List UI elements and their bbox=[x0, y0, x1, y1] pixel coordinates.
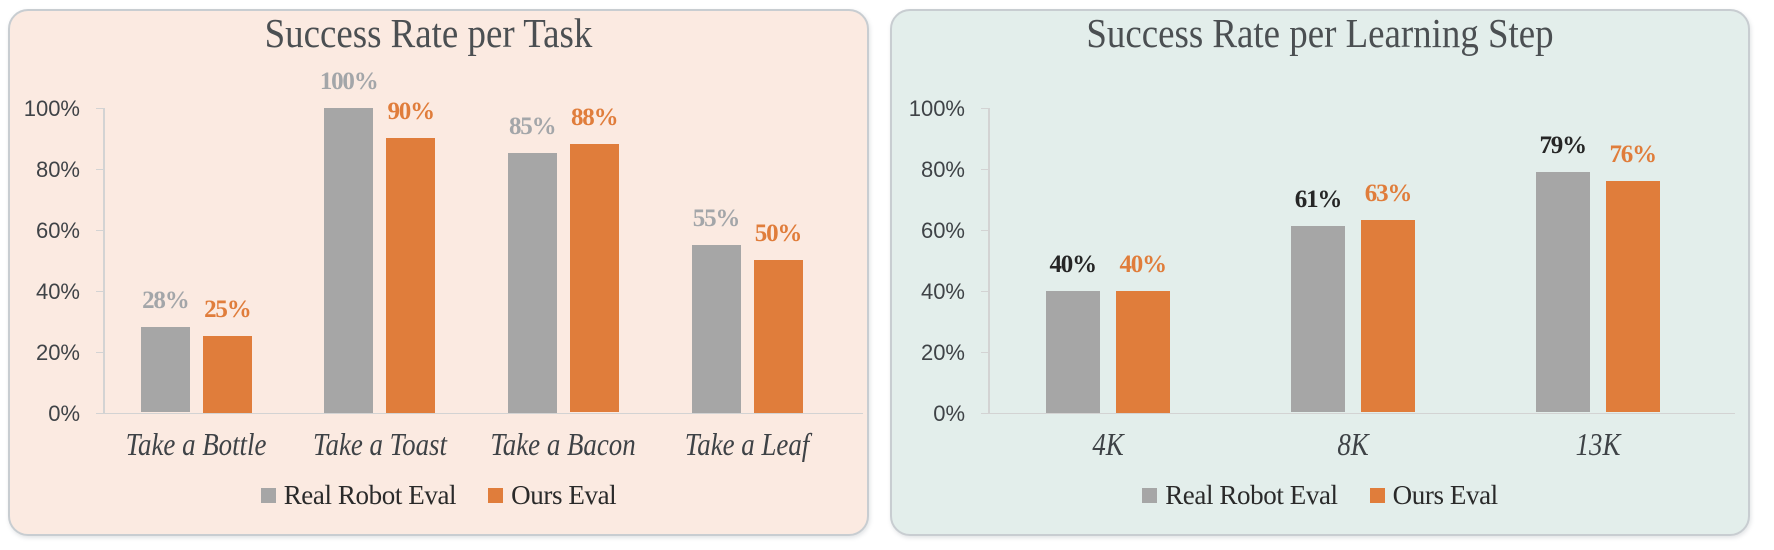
bar-real-robot-eval bbox=[1291, 226, 1345, 413]
chart-title: Success Rate per Learning Step bbox=[1086, 10, 1554, 56]
bar-value-label: 28% bbox=[142, 287, 190, 315]
y-axis-tick bbox=[96, 168, 103, 170]
bar-real-robot-eval bbox=[324, 107, 374, 413]
legend-label: Ours Eval bbox=[511, 480, 617, 510]
bar-ours-eval bbox=[202, 336, 252, 413]
bar-real-robot-eval bbox=[1535, 171, 1590, 413]
y-axis-tick-label: 60% bbox=[35, 217, 80, 243]
bar-ours-eval bbox=[1361, 220, 1415, 413]
legend-label: Real Robot Eval bbox=[1165, 480, 1338, 510]
y-axis-tick bbox=[981, 351, 988, 353]
legend-swatch-icon bbox=[260, 487, 276, 503]
y-axis-tick bbox=[981, 168, 988, 170]
bar-value-label: 88% bbox=[570, 104, 619, 132]
legend-item-ours-eval: Ours Eval bbox=[1369, 480, 1499, 510]
bar-ours-eval bbox=[386, 138, 436, 413]
chart-title: Success Rate per Task bbox=[264, 10, 593, 56]
y-axis-tick bbox=[981, 412, 988, 414]
legend: Real Robot Eval Ours Eval bbox=[10, 480, 867, 510]
y-axis-tick bbox=[981, 229, 988, 231]
legend: Real Robot Eval Ours Eval bbox=[892, 480, 1748, 510]
bar-value-label: 25% bbox=[204, 296, 252, 324]
legend-label: Real Robot Eval bbox=[283, 480, 457, 510]
y-axis-tick-label: 20% bbox=[920, 339, 965, 365]
legend-item-ours-eval: Ours Eval bbox=[488, 480, 617, 510]
category-label: 4K bbox=[1092, 426, 1124, 462]
y-axis-tick bbox=[96, 412, 103, 414]
bar-value-label: 40% bbox=[1119, 250, 1167, 278]
legend-swatch-icon bbox=[1142, 487, 1158, 503]
y-axis-tick-label: 40% bbox=[920, 278, 965, 304]
category-label: Take a Bottle bbox=[125, 426, 267, 462]
x-axis-line bbox=[988, 412, 1735, 414]
legend-swatch-icon bbox=[1369, 487, 1385, 503]
y-axis-tick-label: 20% bbox=[35, 339, 80, 365]
y-axis-tick bbox=[96, 229, 103, 231]
bar-real-robot-eval bbox=[140, 327, 190, 413]
chart-panel-success-rate-per-task: Success Rate per Task 0% 20% 40% 60% 80% 100%… bbox=[8, 9, 869, 536]
bar-value-label: 61% bbox=[1294, 186, 1343, 214]
y-axis-tick bbox=[981, 290, 988, 292]
y-axis-tick-label: 80% bbox=[35, 156, 80, 182]
legend-item-real-robot-eval: Real Robot Eval bbox=[1142, 480, 1338, 510]
legend-item-real-robot-eval: Real Robot Eval bbox=[260, 480, 457, 510]
y-axis-tick-label: 0% bbox=[933, 400, 965, 426]
bar-value-label: 40% bbox=[1049, 250, 1097, 278]
bar-real-robot-eval bbox=[1045, 290, 1100, 413]
y-axis-tick-label: 100% bbox=[908, 95, 965, 121]
bar-value-label: 85% bbox=[508, 113, 557, 141]
y-axis-tick bbox=[96, 351, 103, 353]
chart-panel-success-rate-per-learning-step: Success Rate per Learning Step 0% 20% 40% 6… bbox=[890, 9, 1750, 536]
bar-value-label: 50% bbox=[754, 220, 803, 247]
category-label: 8K bbox=[1337, 426, 1369, 462]
legend-swatch-icon bbox=[488, 487, 504, 503]
y-axis-line bbox=[103, 107, 105, 414]
y-axis-tick bbox=[96, 290, 103, 292]
bar-value-label: 90% bbox=[387, 98, 435, 125]
bar-real-robot-eval bbox=[691, 244, 741, 413]
y-axis-tick-label: 40% bbox=[35, 278, 80, 304]
bar-value-label: 76% bbox=[1609, 140, 1657, 168]
y-axis-tick bbox=[96, 107, 103, 109]
y-axis-tick-label: 80% bbox=[920, 156, 965, 182]
bar-value-label: 79% bbox=[1539, 131, 1587, 159]
bar-value-label: 63% bbox=[1364, 180, 1413, 208]
bar-ours-eval bbox=[1115, 290, 1170, 413]
bar-ours-eval bbox=[569, 144, 619, 413]
bar-real-robot-eval bbox=[507, 153, 557, 413]
category-label: 13K bbox=[1575, 426, 1621, 462]
legend-label: Ours Eval bbox=[1392, 480, 1499, 510]
bar-ours-eval bbox=[753, 260, 803, 413]
y-axis-line bbox=[988, 107, 990, 414]
bar-ours-eval bbox=[1605, 180, 1660, 413]
category-label: Take a Toast bbox=[312, 426, 447, 462]
y-axis-tick-label: 60% bbox=[920, 217, 965, 243]
bar-value-label: 55% bbox=[692, 204, 741, 232]
y-axis-tick-label: 0% bbox=[48, 400, 80, 426]
y-axis-tick bbox=[981, 107, 988, 109]
x-axis-line bbox=[103, 412, 863, 414]
category-label: Take a Leaf bbox=[684, 426, 810, 462]
category-label: Take a Bacon bbox=[490, 426, 636, 462]
y-axis-tick-label: 100% bbox=[23, 95, 80, 121]
bar-value-label: 100% bbox=[319, 67, 379, 95]
